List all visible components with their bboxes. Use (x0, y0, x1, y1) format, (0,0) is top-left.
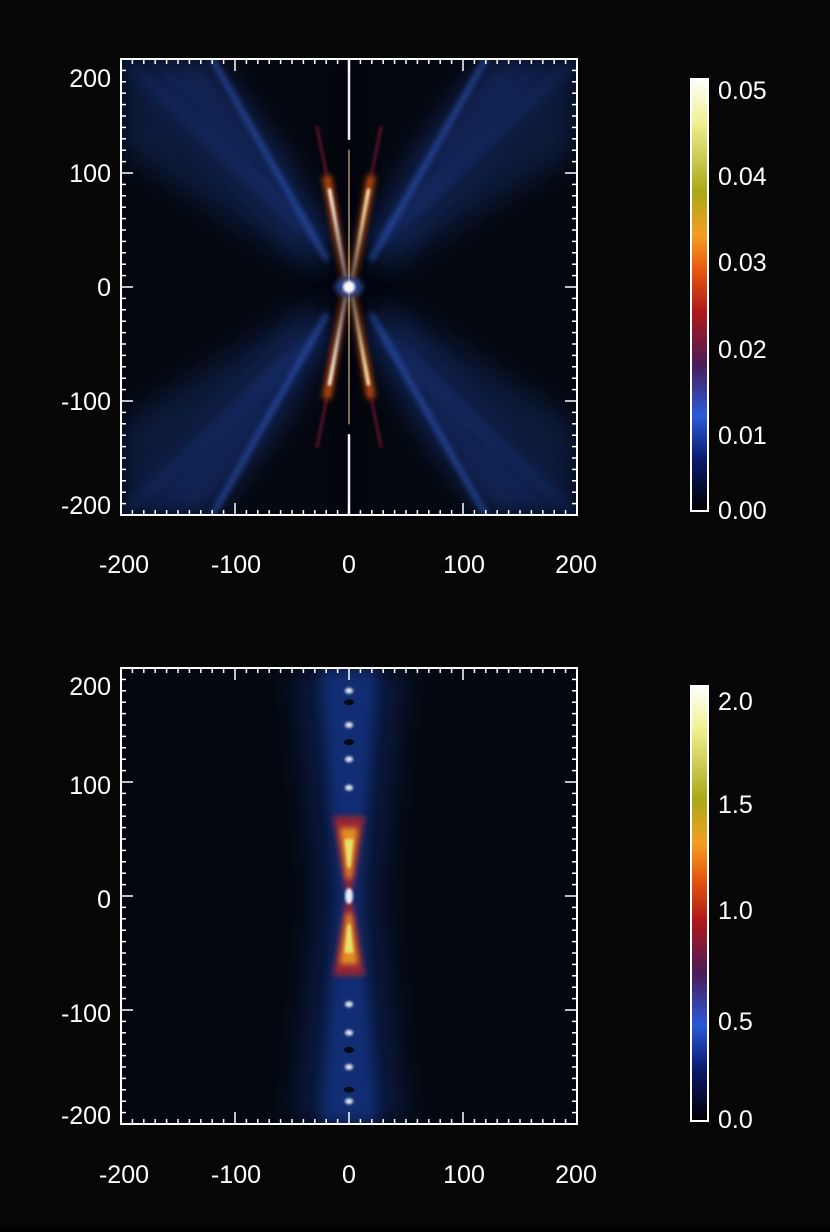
y-tick-label: 100 (69, 772, 111, 800)
ridge-tail (315, 125, 328, 175)
y-tick-label: -100 (61, 1000, 111, 1028)
lobe-edge (121, 59, 323, 244)
x-tick-label: -100 (211, 1161, 261, 1189)
x-tick-label: 0 (342, 1161, 356, 1189)
x-tick-label: -100 (211, 551, 261, 579)
jet-knot (345, 1064, 353, 1070)
jet-knot (345, 1029, 353, 1036)
plot-frame-bottom (120, 667, 578, 1125)
central-knot (343, 281, 355, 293)
x-tick-label: 100 (443, 1161, 485, 1189)
lobe-fill (383, 298, 577, 515)
y-tick-label: -100 (61, 388, 111, 416)
lobe-edge (369, 59, 489, 261)
heatmap-bottom (292, 668, 406, 1124)
lobe-edge (375, 59, 577, 244)
x-tick-label: -200 (99, 551, 149, 579)
colorbar-bottom: 2.0 1.5 1.0 0.5 0.0 (690, 685, 753, 1134)
x-tick-labels-bottom: -200 -100 0 100 200 (99, 1161, 597, 1189)
y-tick-labels-bottom: 200 100 0 -100 -200 (61, 673, 111, 1130)
ridge-tail (370, 125, 383, 175)
x-tick-label: 0 (342, 551, 356, 579)
heatmap-top (121, 59, 577, 515)
colorbar-tick-label: 0.0 (718, 1106, 753, 1134)
x-tick-label: 100 (443, 551, 485, 579)
y-tick-label: 200 (69, 65, 111, 93)
y-tick-label: 100 (69, 160, 111, 188)
jet-knot (345, 784, 353, 791)
colorbar-top: 0.05 0.04 0.03 0.02 0.01 0.00 (690, 77, 767, 525)
jet-knot (345, 722, 353, 728)
x-tick-label: 200 (555, 1161, 597, 1189)
jet-knot (345, 756, 353, 763)
lobe-edge (209, 59, 329, 261)
ridge-tail (315, 399, 328, 449)
colorbar-gradient-top (690, 78, 709, 512)
ridge-tail (370, 399, 383, 449)
lobe-edge (209, 313, 329, 515)
panel-top: 200 100 0 -100 -200 -200 -100 0 100 200 … (61, 58, 767, 579)
jet-knot (345, 687, 353, 694)
colorbar-tick-label: 1.0 (718, 897, 753, 925)
y-tick-label: -200 (61, 1102, 111, 1130)
y-tick-label: 0 (97, 274, 111, 302)
colorbar-tick-label: 0.05 (718, 77, 767, 105)
jet-gap (344, 699, 354, 706)
lobe-fill (383, 59, 577, 276)
colorbar-tick-label: 0.01 (718, 422, 767, 450)
lobe-fill (121, 298, 315, 515)
jet-gap (344, 1086, 354, 1093)
lobe-edge (375, 330, 577, 515)
y-tick-label: 200 (69, 673, 111, 701)
colorbar-tick-label: 1.5 (718, 791, 753, 819)
y-tick-labels-top: 200 100 0 -100 -200 (61, 65, 111, 520)
lobe-edge (121, 330, 323, 515)
colorbar-tick-label: 0.00 (718, 497, 767, 525)
x-tick-label: 200 (555, 551, 597, 579)
y-tick-label: -200 (61, 492, 111, 520)
jet-gap (344, 1046, 354, 1053)
colorbar-tick-label: 0.03 (718, 249, 767, 277)
colorbar-gradient-bottom (690, 685, 709, 1122)
colorbar-tick-label: 0.02 (718, 336, 767, 364)
central-knot (345, 888, 353, 904)
jet-knot (345, 1001, 353, 1008)
lobe-fill (121, 59, 315, 276)
colorbar-tick-label: 0.5 (718, 1008, 753, 1036)
jet-gap (344, 739, 354, 746)
x-tick-label: -200 (99, 1161, 149, 1189)
plot-frame-top (120, 58, 578, 516)
panel-bottom: 200 100 0 -100 -200 -200 -100 0 100 200 … (61, 667, 753, 1189)
y-tick-label: 0 (97, 886, 111, 914)
jet-knot (345, 1098, 353, 1105)
lobe-edge (369, 313, 489, 515)
x-tick-labels-top: -200 -100 0 100 200 (99, 551, 597, 579)
colorbar-tick-label: 0.04 (718, 163, 767, 191)
colorbar-tick-label: 2.0 (718, 688, 753, 716)
